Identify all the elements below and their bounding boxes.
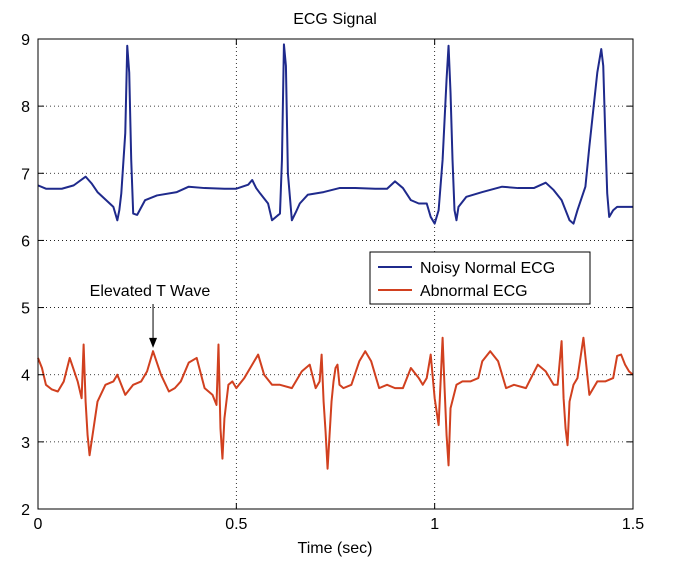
legend-label-noisy-normal: Noisy Normal ECG bbox=[420, 260, 555, 277]
legend-label-abnormal: Abnormal ECG bbox=[420, 283, 528, 300]
y-tick-label: 8 bbox=[21, 99, 30, 116]
y-tick-label: 7 bbox=[21, 166, 30, 183]
legend: Noisy Normal ECG Abnormal ECG bbox=[369, 251, 591, 305]
legend-box bbox=[369, 251, 591, 305]
x-tick-label: 0 bbox=[34, 516, 43, 533]
y-tick-label: 2 bbox=[21, 502, 30, 519]
annotation-text: Elevated T Wave bbox=[90, 283, 211, 300]
axes-box bbox=[37, 38, 634, 510]
y-tick-label: 5 bbox=[21, 301, 30, 318]
annotation: Elevated T Wave bbox=[90, 283, 211, 348]
y-tick-label: 4 bbox=[21, 368, 30, 385]
y-tick-label: 9 bbox=[21, 32, 30, 49]
x-tick-label: 0.5 bbox=[225, 516, 247, 533]
x-tick-label: 1.5 bbox=[622, 516, 644, 533]
y-tick-label: 3 bbox=[21, 435, 30, 452]
series-line-noisy-normal-ecg bbox=[37, 43, 633, 225]
x-tick-label: 1 bbox=[430, 516, 439, 533]
x-axis-label: Time (sec) bbox=[298, 540, 373, 557]
y-tick-label: 6 bbox=[21, 233, 30, 250]
ticks-layer: 0 0.5 1 1.5 2 3 4 5 6 7 8 9 bbox=[21, 32, 644, 533]
annotation-arrowhead bbox=[149, 337, 158, 348]
chart-title: ECG Signal bbox=[293, 11, 377, 28]
series-layer bbox=[37, 43, 634, 470]
series-line-abnormal-ecg bbox=[37, 336, 634, 470]
